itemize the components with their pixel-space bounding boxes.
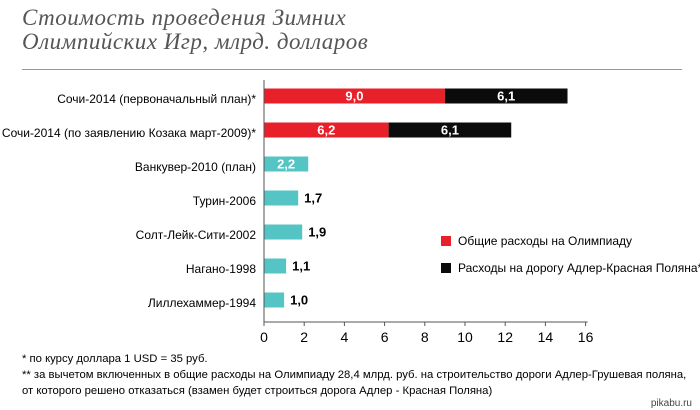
bar-chart: Сочи-2014 (первоначальный план)* Сочи-201…: [2, 80, 700, 345]
bar: [264, 190, 299, 206]
chart-title-line-2: Олимпийских Игр, млрд. долларов: [22, 29, 369, 54]
x-tick-label: 6: [381, 329, 389, 345]
bar: [264, 224, 303, 240]
category-label: Ванкувер-2010 (план): [135, 160, 256, 174]
bar: [264, 122, 389, 138]
bar: [264, 156, 309, 172]
bar: [264, 292, 285, 308]
bar: [388, 122, 512, 138]
footnote-1: * по курсу доллара 1 USD = 35 руб.: [22, 353, 208, 365]
chart-title-line-1: Стоимость проведения Зимних: [22, 5, 347, 30]
category-label: Лиллехаммер-1994: [148, 296, 256, 310]
legend-label: Общие расходы на Олимпиаду: [458, 234, 632, 248]
bar-value-label: 1,7: [304, 190, 322, 205]
bar-value-label: 6,2: [317, 122, 335, 137]
x-tick-label: 2: [300, 329, 308, 345]
category-label: Солт-Лейк-Сити-2002: [136, 228, 257, 242]
x-tick-label: 0: [260, 329, 268, 345]
bar-value-label: 6,1: [497, 88, 515, 103]
x-tick-label: 12: [497, 329, 513, 345]
watermark: pikabu.ru: [650, 398, 692, 409]
bar: [264, 88, 445, 104]
bar-value-label: 9,0: [345, 88, 363, 103]
footnote-3: от которого решено отказаться (взамен бу…: [22, 385, 493, 397]
x-tick-label: 4: [341, 329, 349, 345]
bar-value-label: 2,2: [277, 156, 295, 171]
legend-label: Расходы на дорогу Адлер-Красная Поляна**: [458, 261, 700, 275]
x-tick-label: 16: [578, 329, 594, 345]
bar-value-label: 1,9: [308, 224, 326, 239]
category-label: Нагано-1998: [186, 262, 256, 276]
x-tick-label: 14: [538, 329, 554, 345]
footnote-2: ** за вычетом включенных в общие расходы…: [22, 369, 687, 381]
footnotes: * по курсу доллара 1 USD = 35 руб. ** за…: [22, 351, 686, 399]
category-label: Турин-2006: [193, 194, 257, 208]
legend-swatch: [441, 263, 451, 273]
bar-value-label: 1,1: [292, 258, 310, 273]
title-divider: [22, 69, 682, 70]
legend-swatch: [441, 236, 451, 246]
bar: [444, 88, 568, 104]
bar-value-label: 6,1: [441, 122, 459, 137]
chart-title: Стоимость проведения Зимних Олимпийских …: [22, 6, 368, 54]
category-label: Сочи-2014 (по заявлению Козака март-2009…: [2, 126, 256, 140]
x-tick-label: 8: [421, 329, 429, 345]
bar-value-label: 1,0: [290, 292, 308, 307]
bar: [264, 258, 287, 274]
category-label: Сочи-2014 (первоначальный план)*: [57, 92, 256, 106]
x-tick-label: 10: [457, 329, 473, 345]
